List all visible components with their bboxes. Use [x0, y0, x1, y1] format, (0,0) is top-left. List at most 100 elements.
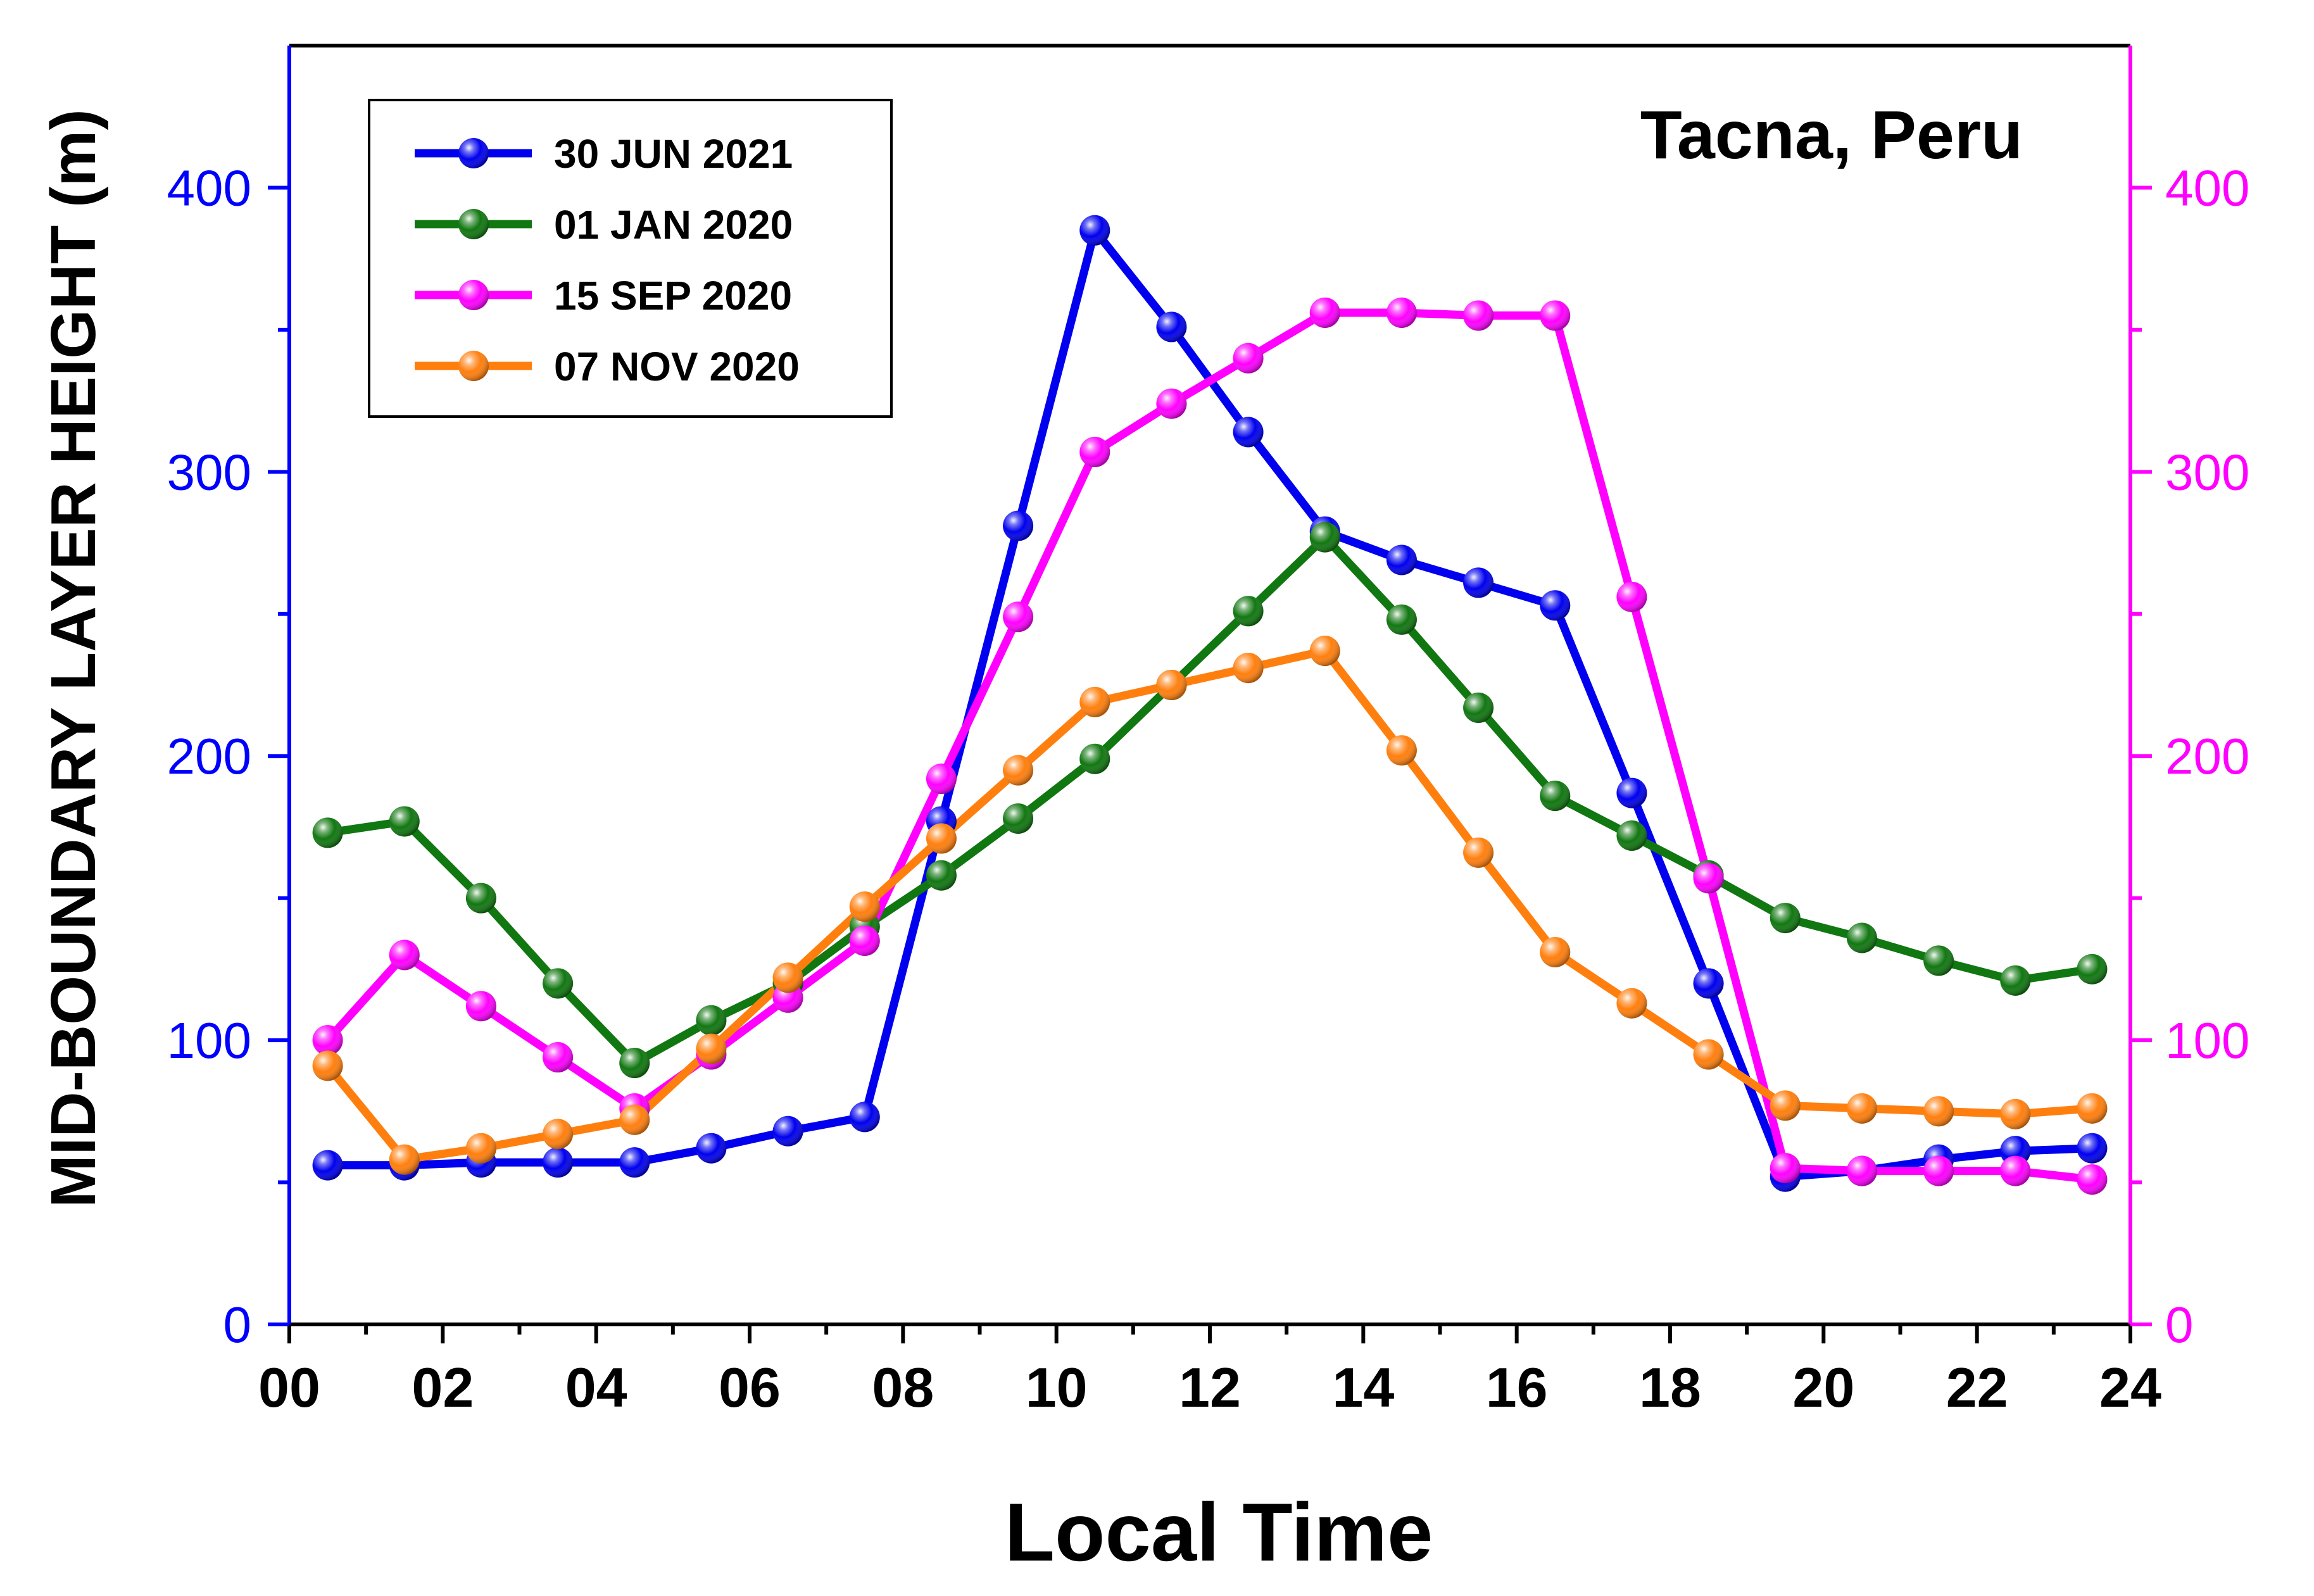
data-point-15-sep-2020 [1463, 300, 1494, 331]
data-point-30-jun-2021 [619, 1147, 650, 1178]
marker-shine [465, 991, 496, 1022]
data-point-07-nov-2020 [1386, 735, 1417, 766]
marker-shine [1846, 1155, 1877, 1186]
data-point-07-nov-2020 [1233, 653, 1264, 684]
x-tick-label: 00 [258, 1356, 320, 1419]
marker-shine [1693, 1039, 1724, 1070]
marker-shine [849, 891, 880, 922]
marker-shine [1846, 1093, 1877, 1124]
marker-shine [1233, 596, 1264, 627]
marker-shine [1616, 777, 1647, 808]
data-point-30-jun-2021 [1463, 567, 1494, 598]
marker-shine [1540, 936, 1571, 967]
marker-shine [312, 1025, 343, 1056]
data-point-07-nov-2020 [312, 1050, 343, 1081]
data-point-30-jun-2021 [696, 1133, 727, 1164]
marker-shine [926, 823, 957, 854]
annotation-location: Tacna, Peru [1640, 96, 2023, 173]
marker-shine [1463, 300, 1494, 331]
marker-shine [1386, 604, 1417, 635]
data-point-07-nov-2020 [1693, 1039, 1724, 1070]
marker-shine [1616, 820, 1647, 851]
x-axis-title: Local Time [1005, 1486, 1433, 1578]
data-point-01-jan-2020 [312, 817, 343, 848]
y-right-tick-label: 400 [2165, 160, 2249, 216]
x-tick-label: 20 [1792, 1356, 1854, 1419]
legend: 30 JUN 2021 01 JAN 2020 15 SEP 2020 07 NOV … [368, 99, 893, 418]
data-point-01-jan-2020 [1309, 522, 1340, 553]
marker-shine [312, 1150, 343, 1181]
marker-shine [1540, 300, 1571, 331]
data-point-15-sep-2020 [1693, 863, 1724, 894]
marker-shine [926, 860, 957, 891]
axes: 00 02 04 06 08 10 12 14 16 18 20 22 2401002003004000… [167, 160, 2250, 1419]
data-point-01-jan-2020 [543, 968, 574, 999]
marker-shine [1003, 755, 1034, 786]
data-point-15-sep-2020 [1846, 1155, 1877, 1186]
marker-shine [1003, 510, 1034, 541]
data-point-07-nov-2020 [1616, 988, 1647, 1019]
data-point-07-nov-2020 [1079, 686, 1110, 717]
data-point-30-jun-2021 [543, 1147, 574, 1178]
marker-shine [619, 1048, 650, 1079]
data-point-07-nov-2020 [1923, 1096, 1954, 1127]
x-tick-label: 12 [1179, 1356, 1241, 1419]
legend-label: 15 SEP 2020 [554, 273, 792, 318]
data-point-01-jan-2020 [465, 883, 496, 914]
data-point-07-nov-2020 [772, 962, 803, 993]
legend-swatch-shine [458, 138, 489, 168]
data-point-30-jun-2021 [1156, 311, 1187, 342]
data-point-07-nov-2020 [2000, 1098, 2031, 1129]
marker-shine [1923, 1155, 1954, 1186]
legend-item-30-jun-2021: 30 JUN 2021 [415, 131, 793, 177]
data-point-15-sep-2020 [1616, 581, 1647, 612]
marker-shine [1463, 692, 1494, 723]
x-tick-label: 14 [1332, 1356, 1394, 1419]
marker-shine [2077, 1133, 2108, 1164]
series-line-01-jan-2020 [324, 533, 2096, 1067]
marker-shine [1079, 215, 1110, 246]
marker-shine [2077, 953, 2108, 984]
marker-shine [312, 817, 343, 848]
x-tick-label: 06 [719, 1356, 781, 1419]
y-right-tick-label: 100 [2165, 1012, 2249, 1069]
data-point-07-nov-2020 [1770, 1090, 1801, 1121]
marker-shine [1923, 1096, 1954, 1127]
marker-shine [389, 806, 420, 837]
data-point-15-sep-2020 [1923, 1155, 1954, 1186]
data-point-15-sep-2020 [543, 1042, 574, 1073]
marker-shine [389, 1144, 420, 1175]
data-point-01-jan-2020 [696, 1005, 727, 1036]
legend-swatch-shine [458, 280, 489, 310]
marker-shine [2077, 1093, 2108, 1124]
data-point-01-jan-2020 [1616, 820, 1647, 851]
marker-shine [1156, 311, 1187, 342]
data-point-15-sep-2020 [2000, 1155, 2031, 1186]
data-point-07-nov-2020 [1846, 1093, 1877, 1124]
data-point-30-jun-2021 [1693, 968, 1724, 999]
data-point-15-sep-2020 [1233, 342, 1264, 374]
data-point-01-jan-2020 [1003, 803, 1034, 834]
y-right-tick-label: 200 [2165, 728, 2249, 784]
marker-shine [543, 968, 574, 999]
data-point-01-jan-2020 [2000, 965, 2031, 996]
data-point-07-nov-2020 [2077, 1093, 2108, 1124]
data-point-07-nov-2020 [696, 1033, 727, 1064]
y-left-tick-label: 200 [167, 728, 251, 784]
data-point-15-sep-2020 [849, 926, 880, 956]
y-left-tick-label: 300 [167, 444, 251, 500]
marker-shine [1770, 903, 1801, 934]
marker-shine [772, 962, 803, 993]
marker-shine [2000, 1098, 2031, 1129]
marker-shine [1616, 581, 1647, 612]
marker-shine [1540, 781, 1571, 812]
data-point-15-sep-2020 [1079, 436, 1110, 467]
data-point-07-nov-2020 [389, 1144, 420, 1175]
data-point-07-nov-2020 [1003, 755, 1034, 786]
data-point-30-jun-2021 [1003, 510, 1034, 541]
x-tick-label: 02 [412, 1356, 474, 1419]
data-point-30-jun-2021 [1079, 215, 1110, 246]
data-point-15-sep-2020 [926, 763, 957, 795]
marker-shine [1386, 297, 1417, 328]
